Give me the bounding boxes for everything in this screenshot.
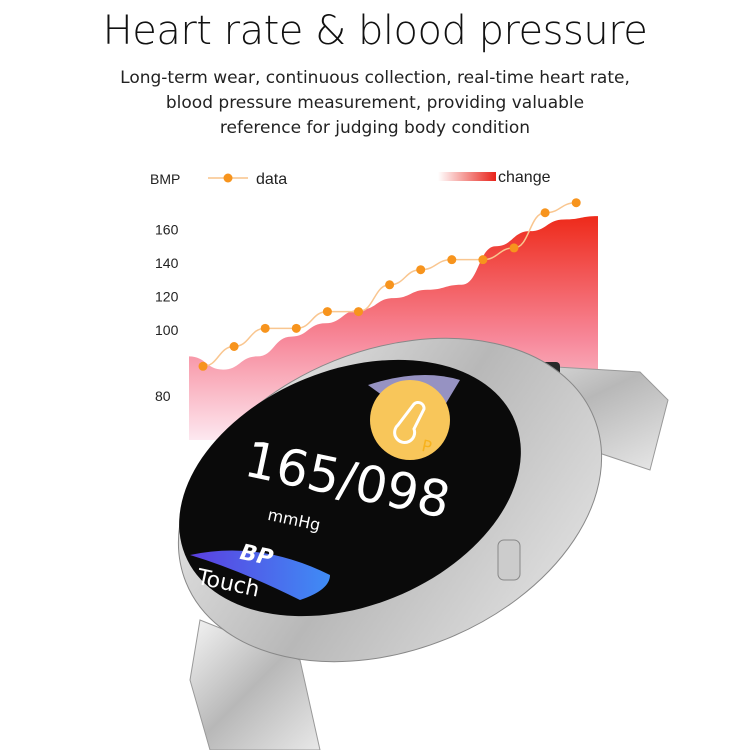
page-title: Heart rate & blood pressure [102,8,648,54]
thermometer-button[interactable] [370,380,450,460]
data-point [447,255,457,265]
thermometer-icon [393,401,426,444]
subtitle-line: reference for judging body condition [219,118,531,138]
data-point [354,307,363,317]
data-point [198,361,208,371]
legend-change-swatch [438,172,496,181]
data-point [478,255,488,265]
data-point [540,208,550,218]
y-tick-label: 120 [155,289,179,305]
data-point [229,342,239,351]
y-tick-label: 80 [155,388,171,404]
data-point [571,198,581,208]
subtitle-line: blood pressure measurement, providing va… [165,93,585,113]
legend-data-label: data [256,171,287,188]
data-point [291,323,301,333]
legend-data-marker [223,173,233,183]
y-axis-label: BMP [150,171,180,187]
y-tick-label: 100 [155,322,179,338]
data-point [322,307,332,317]
subtitle-line: Long-term wear, continuous collection, r… [120,68,630,88]
y-tick-label: 160 [155,222,179,238]
subtitle: Long-term wear, continuous collection, r… [0,66,750,141]
y-tick-label: 140 [155,255,179,271]
data-point [260,323,270,333]
data-point [416,265,426,275]
legend-change-label: change [498,169,551,186]
data-point [509,243,519,253]
watch-crown-button[interactable] [497,539,521,581]
bp-arc [190,550,330,600]
data-point [385,280,395,290]
